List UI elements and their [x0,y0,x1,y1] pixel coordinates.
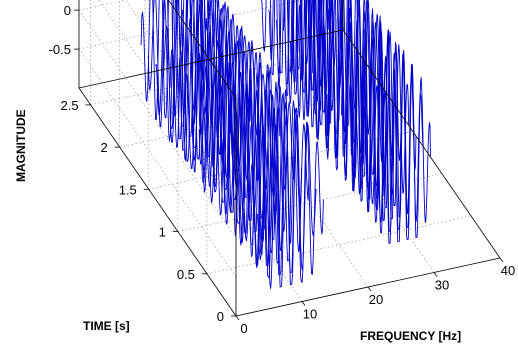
series-trace [261,0,310,76]
series-trace [169,0,237,162]
series-trace [297,0,352,128]
y-tick-label: 0.5 [177,267,195,282]
series-trace [282,0,337,106]
box-frame [78,0,501,317]
grid-line [78,0,304,50]
series-layer [140,0,431,290]
z-tick-label: 0 [64,3,71,18]
box-edge [78,87,237,317]
y-tick-label: 1 [159,225,166,240]
y-tick-label: 0 [217,309,224,324]
x-tick-mark [367,286,372,292]
x-tick-label: 0 [240,321,247,336]
series-trace [256,114,324,290]
box-edge [78,29,344,89]
x-tick-label: 20 [369,292,383,307]
box-edge [342,29,501,259]
box-edge [168,0,237,99]
x-tick-mark [499,257,504,263]
grid-line [206,215,471,275]
series-trace [326,0,381,171]
y-tick-label: 2.5 [61,98,79,113]
series-trace [147,0,215,129]
x-tick-label: 40 [501,263,515,278]
grid-line [78,0,127,11]
x-tick-label: 30 [435,278,449,293]
grid-line [148,131,413,190]
x-tick-label: 10 [303,307,317,322]
z-tick-label: -0.5 [49,42,71,57]
series-trace [290,0,344,118]
x-tick-mark [433,272,438,277]
x-tick-mark [301,301,306,306]
y-tick-label: 2 [100,140,107,155]
x-tick-mark [235,315,240,321]
series-trace [176,0,244,173]
x-axis-label: FREQUENCY [Hz] [360,329,461,343]
series-band-1 [140,0,324,290]
series-trace [155,0,223,142]
y-tick-label: 1.5 [119,182,137,197]
z-axis-label: MAGNITUDE [14,109,28,182]
series-trace [268,0,321,86]
series-band-2 [261,0,431,244]
y-axis-label: TIME [s] [83,319,130,333]
